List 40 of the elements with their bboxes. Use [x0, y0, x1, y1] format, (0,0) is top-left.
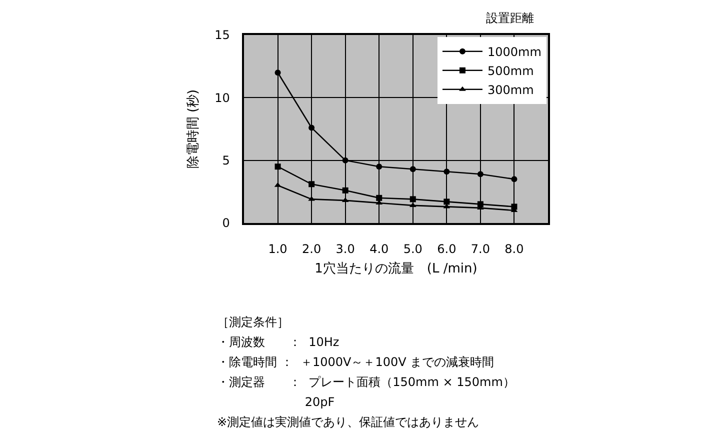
point — [410, 196, 416, 202]
legend-label: 1000mm — [487, 45, 542, 60]
point — [410, 166, 416, 172]
y-tick-label: 5 — [222, 154, 230, 168]
text: ［測定条件］ — [217, 315, 289, 329]
x-tick-label: 4.0 — [370, 242, 389, 256]
point — [511, 176, 518, 182]
point — [308, 181, 315, 188]
point — [477, 171, 484, 178]
x-tick-label: 3.0 — [336, 242, 355, 256]
point — [376, 194, 382, 201]
point — [342, 157, 348, 164]
x-tick-label: 6.0 — [437, 242, 456, 256]
point — [376, 164, 382, 170]
x-axis-title: 1穴当たりの流量 (L /min) — [314, 260, 478, 276]
y-tick-label: 0 — [222, 216, 230, 230]
point — [477, 201, 484, 208]
point — [444, 168, 450, 175]
point — [308, 124, 315, 131]
text: 20pF — [217, 395, 335, 409]
x-tick-label: 5.0 — [403, 242, 422, 256]
text: ※測定値は実測値であり、保証値ではありません — [217, 415, 480, 429]
legend-label: 300mm — [487, 83, 534, 98]
x-tick-label: 7.0 — [470, 242, 490, 256]
legend-label: 500mm — [487, 64, 534, 78]
y-tick-label: 15 — [214, 28, 230, 42]
y-axis-title: 除電時間 (秒) — [186, 89, 202, 169]
x-tick-label: 2.0 — [302, 242, 322, 256]
point — [511, 204, 518, 210]
text: ・除電時間 ： ＋1000V～＋100V までの減衰時間 — [217, 355, 494, 369]
point — [274, 164, 281, 170]
x-tick-label: 8.0 — [504, 242, 524, 256]
legend-title: 設置距離 — [486, 11, 534, 25]
point — [274, 70, 281, 76]
text: ・周波数 ： 10Hz — [217, 335, 340, 349]
point — [444, 198, 450, 205]
x-tick-label: 1.0 — [268, 242, 288, 256]
point — [342, 187, 348, 194]
text: ・測定器 ： プレート面積（150mm × 150mm） — [217, 375, 515, 389]
y-tick-label: 10 — [214, 90, 230, 105]
